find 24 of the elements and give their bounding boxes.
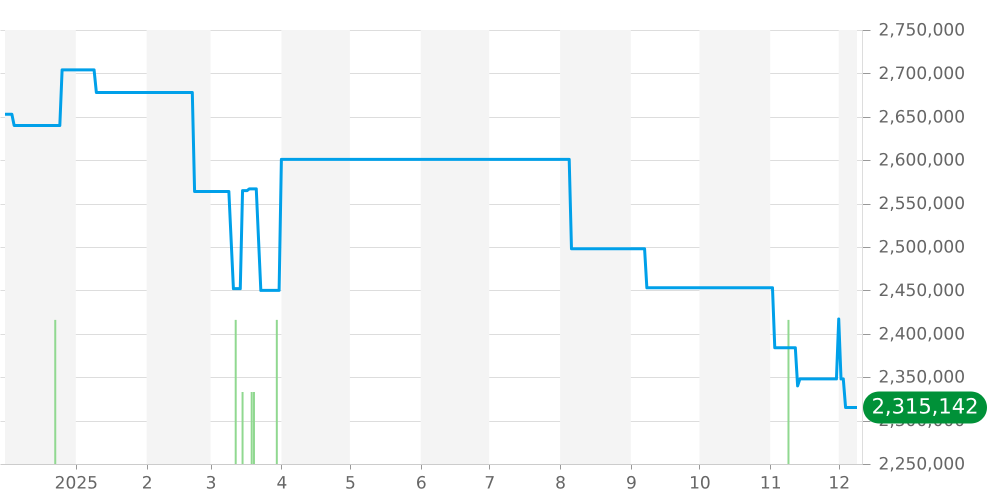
x-tick-label: 4 [276, 474, 288, 494]
y-tick-label: 2,600,000 [878, 150, 966, 171]
x-tick-label: 8 [555, 474, 566, 494]
y-tick-label: 2,500,000 [878, 238, 966, 258]
x-tick-label: 6 [416, 474, 427, 494]
x-tick-label: 5 [344, 474, 356, 494]
x-tick-label: 9 [626, 474, 637, 494]
x-tick-label: 3 [206, 474, 216, 494]
y-tick-label: 2,400,000 [878, 324, 966, 344]
y-tick-label: 2,650,000 [878, 107, 966, 128]
y-tick-label: 2,750,000 [878, 20, 966, 40]
y-tick-label: 2,450,000 [878, 280, 966, 301]
y-tick-label: 2,700,000 [878, 64, 966, 84]
x-tick-label: 10 [689, 474, 711, 494]
text: 2,315,142 [872, 394, 978, 418]
x-tick-label: 11 [760, 474, 782, 494]
y-tick-label: 2,250,000 [878, 454, 966, 474]
y-tick-label: 2,350,000 [878, 368, 966, 388]
x-tick-label: 2 [142, 474, 153, 494]
y-tick-label: 2,550,000 [878, 194, 966, 214]
x-tick-label: 2025 [54, 474, 98, 494]
line-series [4, 68, 858, 409]
x-tick-label: 7 [484, 474, 496, 494]
x-tick-label: 12 [828, 474, 850, 494]
